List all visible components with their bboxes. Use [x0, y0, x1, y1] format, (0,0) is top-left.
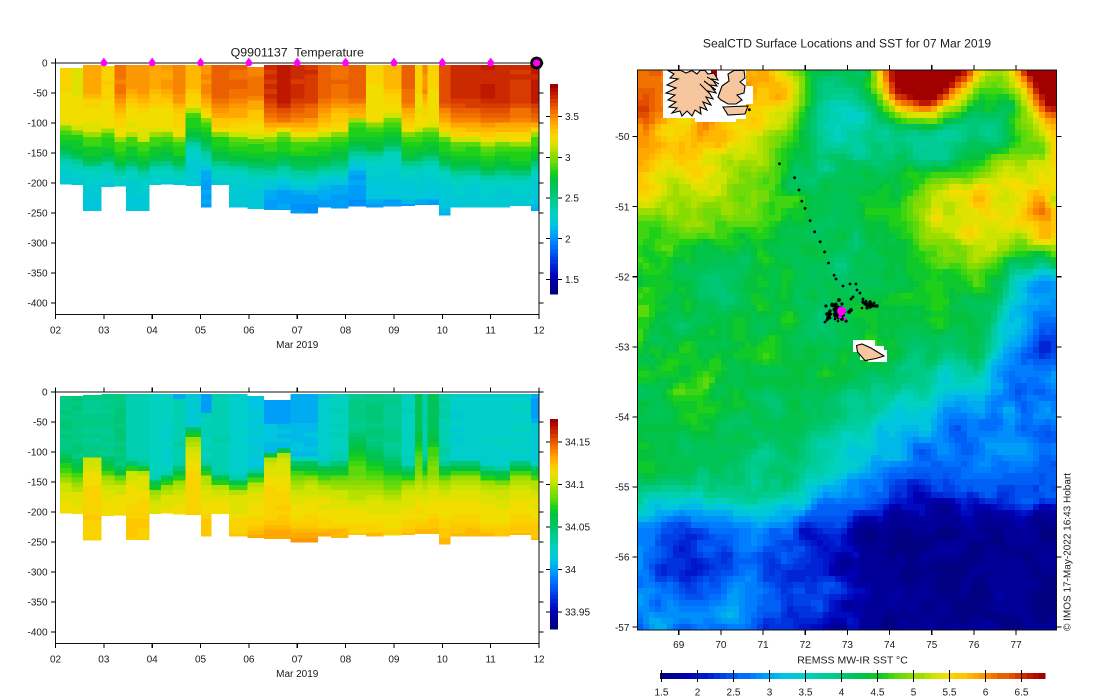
svg-text:34.15: 34.15 [565, 438, 590, 449]
svg-text:Mar 2019: Mar 2019 [276, 669, 319, 680]
svg-text:-350: -350 [27, 598, 47, 609]
svg-text:0: 0 [42, 59, 48, 70]
svg-text:-300: -300 [27, 239, 47, 250]
svg-text:-400: -400 [27, 628, 47, 639]
svg-text:34.05: 34.05 [565, 523, 590, 534]
svg-text:-250: -250 [27, 538, 47, 549]
svg-text:10: 10 [437, 326, 449, 337]
svg-text:-50: -50 [33, 89, 48, 100]
svg-text:07: 07 [292, 326, 304, 337]
svg-text:-100: -100 [27, 119, 47, 130]
svg-text:08: 08 [340, 655, 352, 666]
svg-text:05: 05 [195, 655, 207, 666]
svg-text:02: 02 [50, 655, 62, 666]
svg-text:Mar 2019: Mar 2019 [276, 340, 319, 351]
svg-text:11: 11 [485, 655, 496, 666]
svg-text:3.5: 3.5 [565, 112, 579, 123]
svg-text:34.1: 34.1 [565, 480, 585, 491]
svg-text:-300: -300 [27, 568, 47, 579]
svg-text:09: 09 [388, 655, 400, 666]
svg-text:03: 03 [98, 326, 110, 337]
svg-text:2: 2 [565, 234, 571, 245]
svg-text:12: 12 [533, 655, 545, 666]
svg-text:03: 03 [98, 655, 110, 666]
svg-text:12: 12 [533, 326, 545, 337]
svg-text:09: 09 [388, 326, 400, 337]
svg-text:10: 10 [437, 655, 449, 666]
svg-text:-200: -200 [27, 179, 47, 190]
svg-text:33.95: 33.95 [565, 608, 590, 619]
svg-text:06: 06 [243, 655, 255, 666]
svg-text:05: 05 [195, 326, 207, 337]
svg-text:-250: -250 [27, 209, 47, 220]
svg-text:02: 02 [50, 326, 62, 337]
svg-text:08: 08 [340, 326, 352, 337]
svg-text:0: 0 [42, 388, 48, 399]
svg-text:-50: -50 [33, 418, 48, 429]
svg-text:2.5: 2.5 [565, 194, 579, 205]
svg-text:06: 06 [243, 326, 255, 337]
svg-text:-150: -150 [27, 149, 47, 160]
svg-text:04: 04 [147, 326, 159, 337]
svg-text:Q9901137 Temperature: Q9901137 Temperature [231, 46, 364, 60]
svg-text:-350: -350 [27, 269, 47, 280]
svg-text:34: 34 [565, 565, 577, 576]
svg-text:07: 07 [292, 655, 304, 666]
svg-text:-100: -100 [27, 448, 47, 459]
svg-text:1.5: 1.5 [565, 275, 579, 286]
svg-text:04: 04 [147, 655, 159, 666]
svg-text:3: 3 [565, 153, 571, 164]
svg-text:-150: -150 [27, 478, 47, 489]
svg-text:11: 11 [485, 326, 496, 337]
svg-text:-400: -400 [27, 299, 47, 310]
svg-text:-200: -200 [27, 508, 47, 519]
